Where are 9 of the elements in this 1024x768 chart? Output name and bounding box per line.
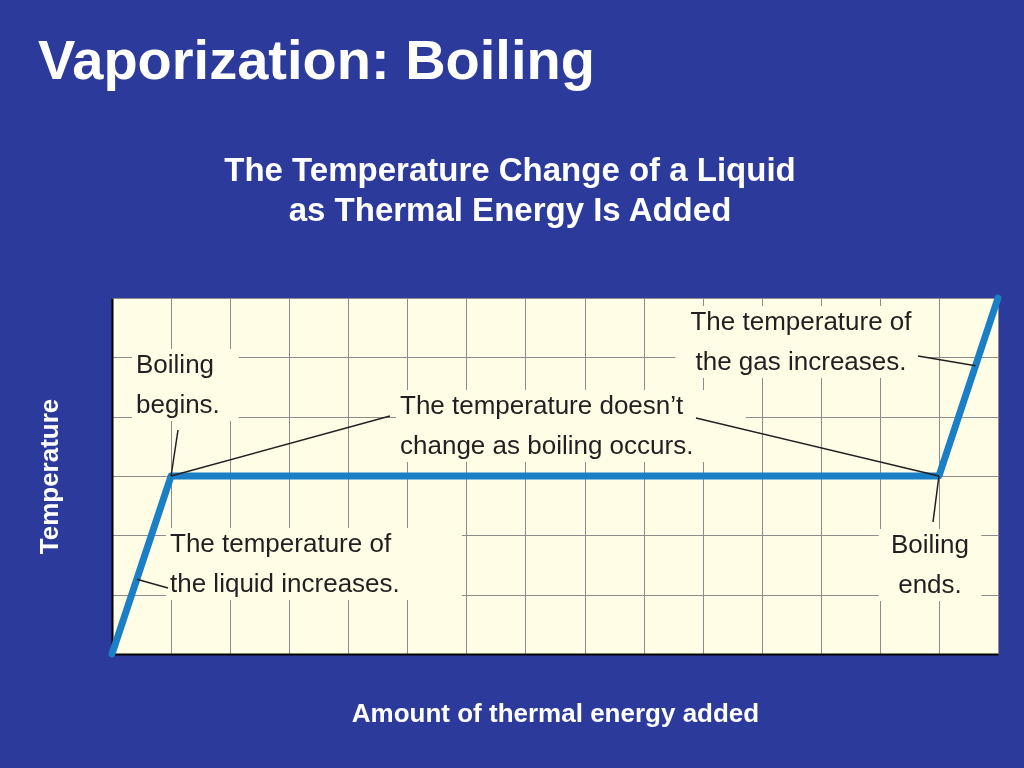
annotation: Boiling begins.	[136, 349, 220, 419]
annotation: Boiling ends.	[890, 529, 970, 599]
annotation: The temperature doesn’t change as boiling occurs.	[400, 390, 694, 460]
annotation: The temperature of the gas increases.	[690, 306, 913, 376]
y-axis-title: Temperature	[33, 398, 64, 555]
chart-title: Vaporization: Boiling	[38, 28, 595, 91]
chart-subtitle: The Temperature Change of a Liquid as Thermal Energy Is Added	[224, 151, 796, 228]
x-axis-title: Amount of thermal energy added	[351, 697, 760, 728]
annotation: The temperature of the liquid increases.	[170, 528, 400, 598]
